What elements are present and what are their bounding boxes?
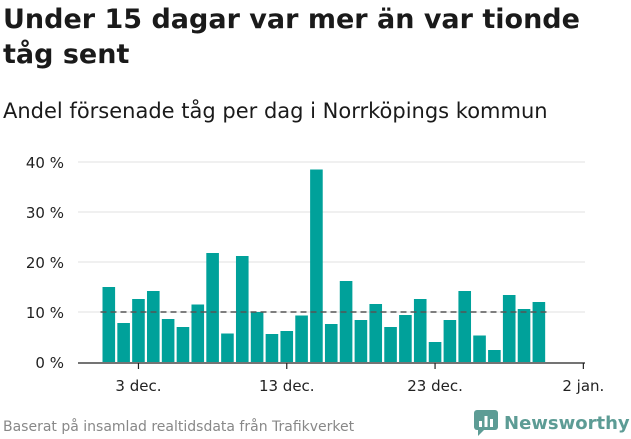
gridlines: [78, 161, 585, 313]
x-tick-label: 3 dec.: [115, 377, 161, 395]
x-tick-label: 2 jan.: [562, 377, 604, 395]
bar: [146, 291, 160, 362]
bar: [473, 335, 486, 362]
bar: [176, 327, 190, 362]
bar: [458, 291, 472, 362]
newsworthy-logo-icon: [474, 410, 498, 436]
bar: [206, 253, 219, 362]
bar: [339, 281, 353, 362]
bar: [117, 323, 130, 362]
brand-logo: Newsworthy: [474, 408, 630, 438]
bar: [102, 287, 116, 362]
source-note: Baserat på insamlad realtidsdata från Tr…: [3, 419, 355, 435]
chart-subtitle: Andel försenade tåg per dag i Norrköping…: [3, 99, 548, 123]
bar: [428, 342, 442, 362]
bar: [295, 315, 308, 362]
bar: [488, 350, 501, 362]
bar: [443, 320, 457, 362]
bar: [310, 169, 323, 362]
x-axis: 3 dec. 13 dec. 23 dec. 2 jan.: [78, 362, 604, 395]
brand-name: Newsworthy: [504, 412, 630, 434]
x-tick-label: 23 dec.: [407, 377, 463, 395]
y-tick-label: 40 %: [26, 154, 64, 172]
y-tick-label: 20 %: [26, 254, 64, 272]
bar: [280, 331, 294, 362]
y-tick-label: 0 %: [35, 354, 64, 372]
bar: [132, 299, 145, 362]
bar: [221, 333, 234, 362]
bars: [102, 169, 546, 362]
bar: [369, 304, 383, 362]
bar: [413, 299, 427, 362]
bar: [161, 319, 175, 362]
bar: [235, 256, 249, 362]
bar: [399, 315, 412, 362]
bar: [250, 312, 264, 362]
x-tick-label: 13 dec.: [259, 377, 315, 395]
bar: [384, 327, 397, 362]
bar: [502, 295, 516, 362]
chart-title: Under 15 dagar var mer än var tionde tåg…: [3, 4, 580, 70]
y-axis-labels: 0 % 10 % 20 % 30 % 40 %: [26, 154, 64, 372]
bar: [265, 334, 279, 362]
bar: [354, 320, 368, 362]
bar: [532, 302, 546, 362]
bar: [191, 304, 205, 362]
bar: [517, 309, 531, 362]
bar: [324, 324, 338, 362]
y-tick-label: 10 %: [26, 304, 64, 322]
y-tick-label: 30 %: [26, 204, 64, 222]
